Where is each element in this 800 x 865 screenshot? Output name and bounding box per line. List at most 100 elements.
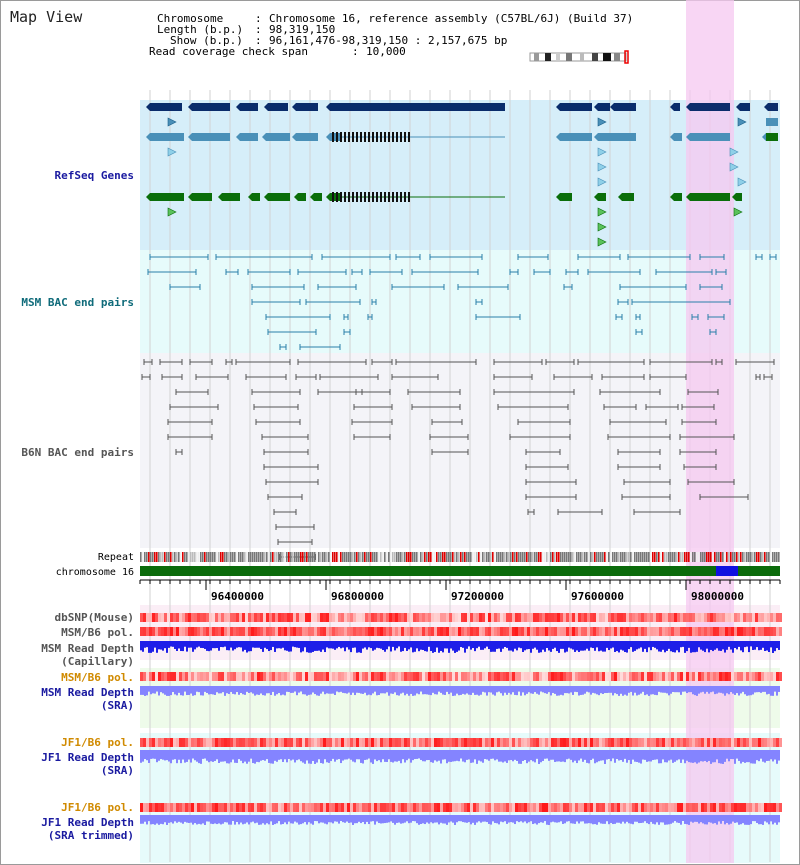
heat-cell <box>356 738 359 747</box>
heat-cell <box>227 613 230 622</box>
heat-cell <box>410 627 413 636</box>
heat-cell <box>563 738 566 747</box>
depth-bar <box>154 750 156 759</box>
depth-bar <box>500 750 502 762</box>
repeat-mark <box>318 552 320 562</box>
track-label-b6n-bac[interactable]: B6N BAC end pairs <box>21 446 134 459</box>
heat-cell <box>485 803 488 812</box>
depth-bar <box>550 641 552 652</box>
depth-bar <box>486 750 488 760</box>
ideogram <box>529 52 627 62</box>
track-label-msm-b6-pol-sra[interactable]: MSM/B6 pol. <box>61 671 134 684</box>
heat-cell <box>722 803 725 812</box>
depth-bar <box>636 641 638 650</box>
refseq-exon-tick <box>384 192 386 202</box>
heat-cell <box>245 627 248 636</box>
depth-bar <box>590 815 592 824</box>
heat-cell <box>770 738 773 747</box>
repeat-mark <box>570 552 572 562</box>
depth-bar <box>458 750 460 762</box>
repeat-mark <box>546 552 548 562</box>
repeat-mark <box>580 552 582 562</box>
depth-bar <box>566 750 568 760</box>
heat-cell <box>506 738 509 747</box>
depth-bar <box>306 815 308 825</box>
track-label-msm-depth-cap[interactable]: MSM Read Depth (Capillary) <box>41 642 134 668</box>
heat-cell <box>260 627 263 636</box>
depth-bar <box>278 686 280 694</box>
depth-bar <box>572 750 574 763</box>
repeat-mark <box>764 552 766 562</box>
depth-bar <box>650 750 652 762</box>
depth-bar <box>752 641 754 651</box>
repeat-mark <box>766 552 768 562</box>
heat-cell <box>632 672 635 681</box>
heat-cell <box>371 672 374 681</box>
heat-cell <box>641 627 644 636</box>
track-label-msm-b6-pol[interactable]: MSM/B6 pol. <box>61 626 134 639</box>
depth-bar <box>282 815 284 825</box>
heat-cell <box>512 672 515 681</box>
depth-bar <box>724 815 726 825</box>
depth-bar <box>606 815 608 822</box>
repeat-mark <box>536 552 538 562</box>
depth-bar <box>752 815 754 822</box>
depth-bar <box>348 686 350 693</box>
heat-cell <box>530 803 533 812</box>
track-label-jf1-pol-1[interactable]: JF1/B6 pol. <box>61 736 134 749</box>
depth-bar <box>446 815 448 825</box>
heat-cell <box>320 627 323 636</box>
depth-bar <box>274 815 276 825</box>
repeat-mark <box>526 552 528 562</box>
heat-cell <box>662 627 665 636</box>
track-label-chromosome[interactable]: chromosome 16 <box>55 567 134 578</box>
depth-bar <box>712 641 714 652</box>
heat-cell <box>356 672 359 681</box>
depth-bar <box>452 641 454 651</box>
depth-bar <box>264 686 266 696</box>
track-label-repeat[interactable]: Repeat <box>97 552 134 563</box>
track-label-msm-depth-sra[interactable]: MSM Read Depth (SRA) <box>41 686 134 712</box>
heat-cell <box>236 627 239 636</box>
heat-cell <box>287 672 290 681</box>
depth-bar <box>664 750 666 763</box>
depth-bar <box>192 815 194 825</box>
heat-cell <box>626 672 629 681</box>
track-label-jf1-depth-1[interactable]: JF1 Read Depth (SRA) <box>41 751 134 777</box>
depth-bar <box>700 641 702 650</box>
heat-cell <box>653 738 656 747</box>
repeat-mark <box>254 552 256 562</box>
repeat-mark <box>286 552 288 562</box>
depth-bar <box>560 750 562 762</box>
track-label-jf1-pol-2[interactable]: JF1/B6 pol. <box>61 801 134 814</box>
heat-cell <box>722 613 725 622</box>
heat-cell <box>518 803 521 812</box>
depth-bar <box>212 686 214 695</box>
heat-cell <box>554 803 557 812</box>
depth-bar <box>380 641 382 649</box>
heat-cell <box>632 738 635 747</box>
track-label-dbsnp[interactable]: dbSNP(Mouse) <box>54 611 134 624</box>
depth-bar <box>484 641 486 649</box>
track-label-msm-bac[interactable]: MSM BAC end pairs <box>21 296 134 309</box>
depth-bar <box>716 815 718 825</box>
heat-cell <box>599 613 602 622</box>
track-label-jf1-depth-2[interactable]: JF1 Read Depth (SRA trimmed) <box>41 816 134 842</box>
repeat-mark <box>226 552 228 562</box>
heat-cell <box>422 613 425 622</box>
heat-cell <box>614 672 617 681</box>
depth-bar <box>306 750 308 761</box>
repeat-mark <box>590 552 592 562</box>
heat-cell <box>719 803 722 812</box>
depth-bar <box>348 750 350 759</box>
heat-cell <box>260 672 263 681</box>
heat-cell <box>227 738 230 747</box>
repeat-mark <box>248 552 250 562</box>
heat-cell <box>470 672 473 681</box>
track-label-refseq[interactable]: RefSeq Genes <box>54 169 134 182</box>
depth-bar <box>174 750 176 760</box>
depth-bar <box>166 815 168 825</box>
depth-bar <box>602 750 604 761</box>
depth-bar <box>768 686 770 694</box>
